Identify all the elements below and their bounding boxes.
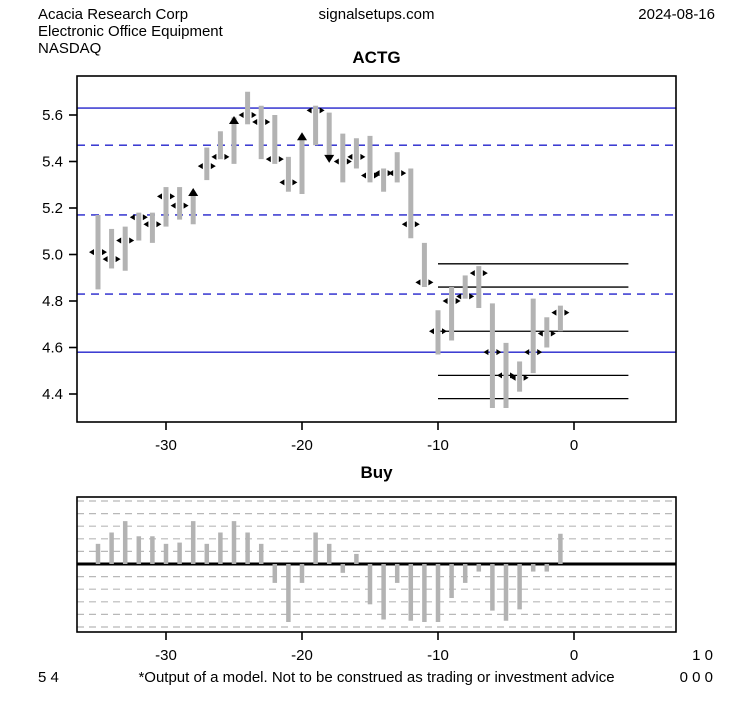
close-marker-right [482,270,488,277]
close-marker-left [252,118,258,125]
close-marker-left [238,112,244,118]
close-marker-right [319,107,325,114]
close-marker-left [510,374,516,381]
close-marker-right [142,214,148,221]
close-marker-left [265,156,271,163]
close-marker-left [524,349,530,356]
x-axis-tick-label: 0 [570,437,578,454]
close-marker-left [415,279,421,286]
y-axis-tick-label: 5.4 [42,154,63,171]
close-marker-right [265,118,271,125]
close-marker-right [414,221,420,228]
website-label: signalsetups.com [318,6,435,23]
close-marker-right [251,112,257,118]
close-marker-left [347,153,353,160]
exchange-label: NASDAQ [38,40,102,57]
close-marker-right [129,237,135,244]
x-axis-tick-label: -10 [427,437,449,454]
close-marker-right [469,293,475,300]
close-marker-left [333,158,339,165]
close-marker-right [170,193,175,200]
close-marker-up [188,188,199,197]
close-marker-right [523,374,529,381]
close-marker-right [210,163,216,170]
main-plot-frame [76,75,677,423]
close-marker-left [102,256,108,263]
y-axis-tick-label: 4.6 [42,340,63,357]
x-axis-tick-label: -30 [155,437,177,454]
close-marker-left [442,298,448,304]
x-axis-tick-label: -20 [291,437,313,454]
close-marker-left [143,221,149,228]
close-marker-right [156,221,162,228]
close-marker-right [102,249,107,256]
close-marker-left [374,170,380,177]
close-marker-right [346,158,352,165]
buy-chart-title: Buy [360,463,393,482]
buy-plot-frame [76,496,677,633]
close-marker-left [170,202,176,209]
close-marker-right [183,202,189,209]
disclaimer-text: *Output of a model. Not to be construed … [138,669,615,686]
close-marker-left [429,328,434,335]
close-marker-left [497,372,502,379]
footer-right-bottom-numbers: 0 0 0 [679,669,713,686]
close-marker-left [456,293,462,300]
close-marker-right [292,179,298,186]
footer-left-numbers: 5 4 [38,669,59,686]
close-marker-right [374,172,379,179]
company-name: Acacia Research Corp [38,6,189,23]
close-marker-right [428,279,434,286]
close-marker-left [211,153,217,160]
close-marker-up [229,115,239,124]
close-marker-left [157,193,162,200]
date-label: 2024-08-16 [638,6,715,23]
close-marker-right [496,349,502,356]
close-marker-right [510,372,515,379]
close-marker-left [361,172,366,179]
buy-x-axis-tick-label: -30 [155,647,177,664]
close-marker-right [442,328,447,335]
close-marker-left [116,237,122,244]
close-marker-left [388,170,394,177]
close-marker-left [537,330,543,337]
close-marker-left [129,214,135,221]
close-marker-right [224,153,230,160]
close-marker-left [197,163,203,170]
y-axis-tick-label: 5.2 [42,200,63,217]
close-marker-right [550,330,556,337]
close-marker-down [324,154,335,163]
close-marker-left [483,349,489,356]
y-axis-tick-label: 5.0 [42,247,63,264]
close-marker-right [401,170,407,177]
y-axis-tick-label: 4.4 [42,386,63,403]
close-marker-right [537,349,543,356]
y-axis-tick-label: 5.6 [42,107,63,124]
industry-label: Electronic Office Equipment [38,23,223,40]
close-marker-right [564,309,570,316]
close-marker-left [551,309,557,316]
footer-right-top-numbers: 1 0 [692,647,713,664]
buy-x-axis-tick-label: -20 [291,647,313,664]
close-marker-left [401,221,407,228]
buy-x-axis-tick-label: -10 [427,647,449,664]
buy-x-axis-tick-label: 0 [570,647,578,664]
close-marker-left [279,179,285,186]
main-chart-title: ACTG [352,48,401,67]
close-marker-up [297,132,307,141]
close-marker-right [115,256,121,263]
close-marker-right [455,298,461,304]
close-marker-left [306,107,312,114]
close-marker-left [89,249,94,256]
close-marker-right [360,153,366,160]
close-marker-left [469,270,475,277]
y-axis-tick-label: 4.8 [42,293,63,310]
close-marker-right [278,156,284,163]
